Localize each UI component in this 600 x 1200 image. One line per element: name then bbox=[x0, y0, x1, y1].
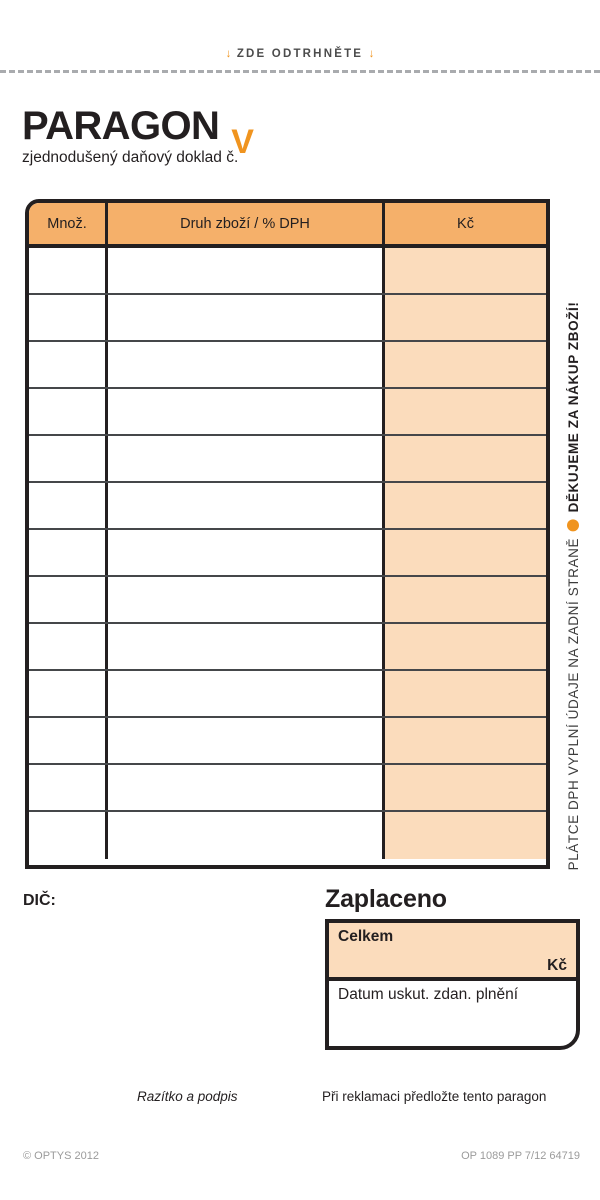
items-table-body bbox=[29, 248, 546, 865]
cell-price[interactable] bbox=[385, 436, 546, 481]
table-row[interactable] bbox=[29, 577, 546, 624]
payment-box: Celkem Kč Datum uskut. zdan. plnění bbox=[325, 919, 580, 1054]
cell-description[interactable] bbox=[105, 718, 385, 763]
column-header-price: Kč bbox=[457, 215, 474, 232]
page-title: PARAGON bbox=[22, 104, 220, 148]
cell-price[interactable] bbox=[385, 671, 546, 716]
cell-quantity[interactable] bbox=[29, 483, 105, 528]
tear-off-label: ↓ ZDE ODTRHNĚTE ↓ bbox=[0, 48, 600, 60]
table-row[interactable] bbox=[29, 765, 546, 812]
cell-price[interactable] bbox=[385, 624, 546, 669]
title-v-mark: V bbox=[231, 123, 254, 161]
cell-price[interactable] bbox=[385, 718, 546, 763]
cell-description[interactable] bbox=[105, 436, 385, 481]
tax-id-label: DIČ: bbox=[23, 892, 56, 909]
column-header-quantity: Množ. bbox=[47, 215, 87, 232]
cell-description[interactable] bbox=[105, 248, 385, 293]
payment-heading: Zaplaceno bbox=[325, 885, 447, 913]
payment-total-field[interactable]: Celkem Kč bbox=[325, 919, 580, 981]
table-row[interactable] bbox=[29, 624, 546, 671]
cell-price[interactable] bbox=[385, 577, 546, 622]
table-row[interactable] bbox=[29, 483, 546, 530]
tear-arrow-left-icon: ↓ bbox=[225, 48, 232, 60]
side-note-vat-text: PLÁTCE DPH VYPLNÍ ÚDAJE NA ZADNÍ STRANĚ bbox=[565, 537, 581, 870]
cell-price[interactable] bbox=[385, 483, 546, 528]
footer-copyright: © OPTYS 2012 bbox=[23, 1150, 99, 1162]
payment-total-label: Celkem bbox=[338, 928, 394, 945]
table-row[interactable] bbox=[29, 248, 546, 295]
payment-currency-label: Kč bbox=[547, 957, 567, 974]
cell-description[interactable] bbox=[105, 671, 385, 716]
cell-price[interactable] bbox=[385, 342, 546, 387]
payment-date-label: Datum uskut. zdan. plnění bbox=[338, 986, 519, 1003]
items-table-header-row: Množ. Druh zboží / % DPH Kč bbox=[29, 203, 546, 248]
table-row[interactable] bbox=[29, 389, 546, 436]
cell-description[interactable] bbox=[105, 765, 385, 810]
cell-quantity[interactable] bbox=[29, 342, 105, 387]
cell-description[interactable] bbox=[105, 389, 385, 434]
cell-description[interactable] bbox=[105, 530, 385, 575]
cell-price[interactable] bbox=[385, 765, 546, 810]
cell-quantity[interactable] bbox=[29, 624, 105, 669]
cell-quantity[interactable] bbox=[29, 671, 105, 716]
cell-price[interactable] bbox=[385, 295, 546, 340]
side-note: PLÁTCE DPH VYPLNÍ ÚDAJE NA ZADNÍ STRANĚ … bbox=[556, 176, 590, 870]
cell-quantity[interactable] bbox=[29, 577, 105, 622]
cell-quantity[interactable] bbox=[29, 765, 105, 810]
table-row[interactable] bbox=[29, 342, 546, 389]
cell-price[interactable] bbox=[385, 530, 546, 575]
cell-description[interactable] bbox=[105, 342, 385, 387]
cell-description[interactable] bbox=[105, 624, 385, 669]
cell-price[interactable] bbox=[385, 248, 546, 293]
page-subtitle: zjednodušený daňový doklad č. bbox=[22, 149, 239, 166]
cell-description[interactable] bbox=[105, 812, 385, 859]
bullet-dot-icon bbox=[567, 518, 579, 531]
tear-off-text: ZDE ODTRHNĚTE bbox=[236, 48, 364, 60]
claim-caption: Při reklamaci předložte tento paragon bbox=[322, 1089, 547, 1104]
table-row[interactable] bbox=[29, 718, 546, 765]
side-note-thanks-text: DĚKUJEME ZA NÁKUP ZBOŽÍ! bbox=[565, 300, 581, 512]
cell-description[interactable] bbox=[105, 483, 385, 528]
footer-product-code: OP 1089 PP 7/12 64719 bbox=[461, 1150, 580, 1162]
payment-date-field[interactable]: Datum uskut. zdan. plnění bbox=[325, 977, 580, 1050]
cell-quantity[interactable] bbox=[29, 248, 105, 293]
cell-quantity[interactable] bbox=[29, 812, 105, 859]
table-row[interactable] bbox=[29, 295, 546, 342]
cell-quantity[interactable] bbox=[29, 530, 105, 575]
tear-arrow-right-icon: ↓ bbox=[368, 48, 375, 60]
cell-price[interactable] bbox=[385, 389, 546, 434]
cell-price[interactable] bbox=[385, 812, 546, 859]
table-row[interactable] bbox=[29, 671, 546, 718]
table-row[interactable] bbox=[29, 530, 546, 577]
column-header-description: Druh zboží / % DPH bbox=[105, 203, 385, 244]
table-row[interactable] bbox=[29, 812, 546, 859]
tear-off-strip: ↓ ZDE ODTRHNĚTE ↓ bbox=[0, 48, 600, 78]
tear-dashed-line bbox=[0, 70, 600, 73]
items-table: Množ. Druh zboží / % DPH Kč bbox=[25, 199, 550, 869]
cell-quantity[interactable] bbox=[29, 389, 105, 434]
cell-quantity[interactable] bbox=[29, 295, 105, 340]
document-header: PARAGON V zjednodušený daňový doklad č. bbox=[22, 104, 362, 167]
cell-description[interactable] bbox=[105, 295, 385, 340]
cell-description[interactable] bbox=[105, 577, 385, 622]
table-row[interactable] bbox=[29, 436, 546, 483]
signature-caption: Razítko a podpis bbox=[137, 1089, 238, 1104]
cell-quantity[interactable] bbox=[29, 436, 105, 481]
cell-quantity[interactable] bbox=[29, 718, 105, 763]
